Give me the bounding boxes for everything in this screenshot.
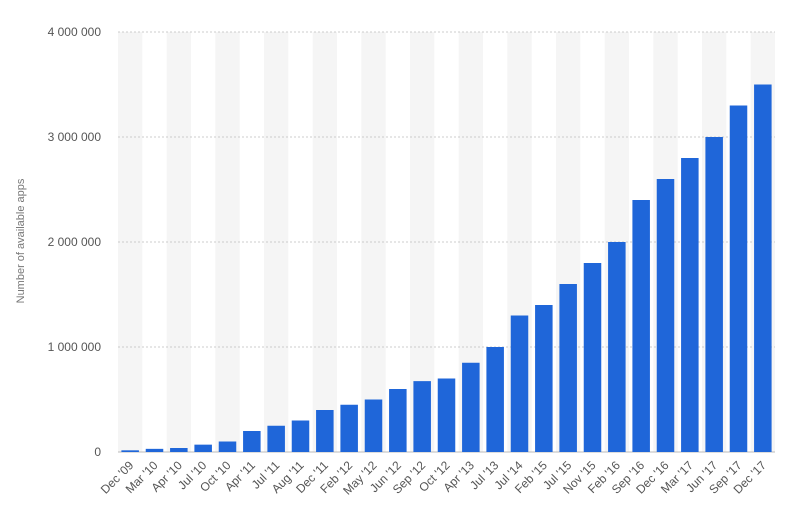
bar [389,389,407,452]
bar [340,404,358,452]
bar [681,158,699,452]
y-tick-label: 3 000 000 [48,130,102,144]
bar [316,410,334,452]
bar [559,284,577,452]
bar [754,84,772,452]
column-band [264,32,289,452]
y-tick-label: 2 000 000 [48,235,102,249]
bar [243,431,261,452]
bar [218,441,237,452]
bar [413,381,431,452]
bar [632,200,650,452]
bars [121,84,772,452]
bar [486,347,504,452]
bar [145,448,164,452]
y-axis-ticks: 0 1 000 000 2 000 000 3 000 000 4 000 000 [48,25,102,459]
bar [194,444,212,452]
bar [510,315,529,452]
bar [705,137,723,452]
bar [364,399,383,452]
bar [462,362,480,452]
bar [583,263,602,452]
column-band [312,32,337,452]
bar [267,425,285,452]
bar [170,448,188,452]
bar [535,305,553,452]
y-tick-label: 0 [94,445,101,459]
bar [608,242,626,452]
bar [437,378,456,452]
bar [291,420,310,452]
y-axis-title: Number of available apps [15,178,27,303]
y-tick-label: 1 000 000 [48,340,102,354]
bar [121,450,139,452]
column-band [361,32,386,452]
bar [656,179,675,452]
bar [729,105,748,452]
y-tick-label: 4 000 000 [48,25,102,39]
